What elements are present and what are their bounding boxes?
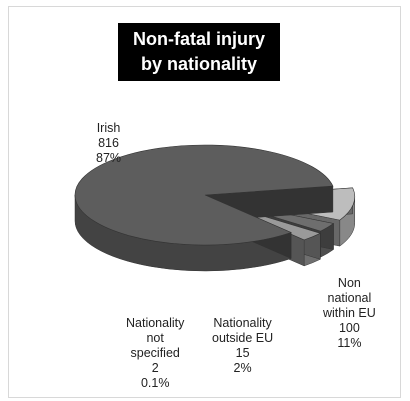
label-not-specified-percent: 0.1% xyxy=(140,376,170,390)
label-outside-eu-name-1: Nationality xyxy=(213,316,272,330)
label-irish-name: Irish xyxy=(96,121,121,135)
pie-slice-irish xyxy=(74,144,334,272)
label-not-specified-name-2: not xyxy=(146,331,164,345)
chart-title-line-2: by nationality xyxy=(140,54,257,74)
label-non-national-value: 100 xyxy=(338,321,360,335)
label-outside-eu-percent: 2% xyxy=(233,361,252,375)
label-non-national-name-3: within EU xyxy=(323,306,376,320)
label-non-national-name-2: national xyxy=(327,291,372,305)
label-not-specified: Nationality not specified 2 0.1% xyxy=(126,316,184,391)
chart-title-line-1: Non-fatal injury xyxy=(132,29,265,49)
label-irish-percent: 87% xyxy=(96,151,122,165)
label-non-national-name-1: Non xyxy=(337,276,361,290)
label-irish: Irish 816 87% xyxy=(96,121,121,166)
label-outside-eu-value: 15 xyxy=(235,346,250,360)
label-irish-value: 816 xyxy=(98,136,119,150)
label-not-specified-name-3: specified xyxy=(130,346,180,360)
label-not-specified-value: 2 xyxy=(151,361,159,375)
label-not-specified-name-1: Nationality xyxy=(126,316,185,330)
label-non-national-within-eu: Non national within EU 100 11% xyxy=(323,276,376,351)
chart-title: Non-fatal injury by nationality xyxy=(118,23,280,81)
label-outside-eu-name-2: outside EU xyxy=(212,331,274,345)
label-outside-eu: Nationality outside EU 15 2% xyxy=(212,316,273,376)
label-non-national-percent: 11% xyxy=(337,336,362,350)
